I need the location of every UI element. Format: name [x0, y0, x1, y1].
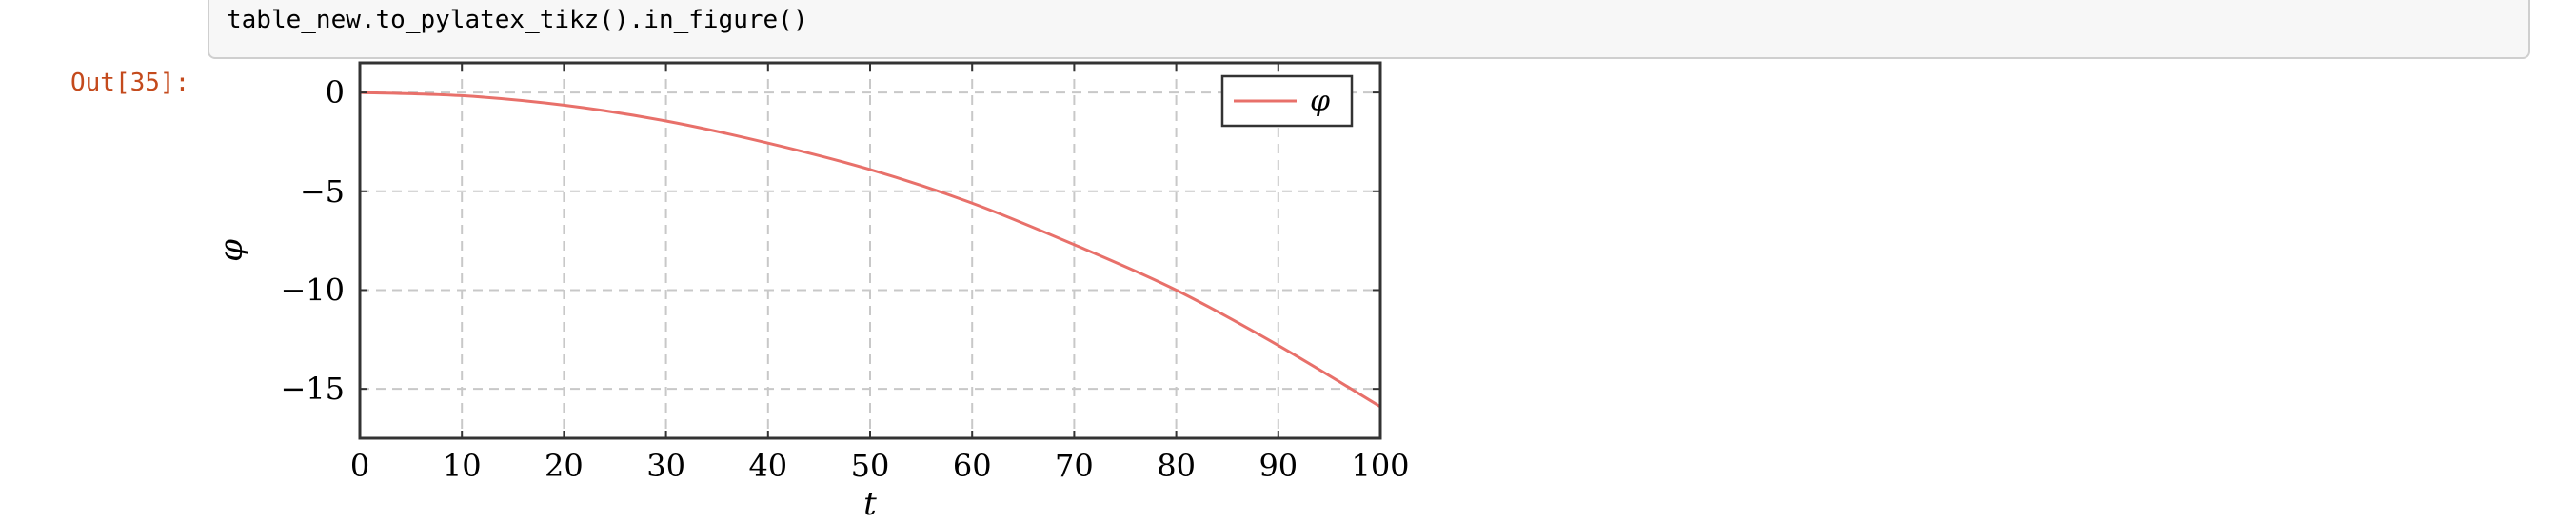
grid-lines: [360, 63, 1380, 438]
x-tick-label: 70: [1055, 448, 1094, 484]
output-prompt: Out[35]:: [70, 69, 190, 97]
x-tick-label: 20: [545, 448, 584, 484]
code-line[interactable]: table_new.to_pylatex_tikz().in_figure(): [227, 6, 808, 34]
x-tick-label: 40: [748, 448, 787, 484]
x-tick-label: 50: [851, 448, 890, 484]
y-tick-label: −10: [280, 272, 345, 308]
series-line-phi: [359, 91, 1381, 409]
legend: φ: [1220, 74, 1354, 128]
x-tick-label: 90: [1258, 448, 1298, 484]
code-cell[interactable]: table_new.to_pylatex_tikz().in_figure(): [208, 0, 2530, 59]
y-tick-label: −15: [280, 371, 345, 407]
legend-label: φ: [1310, 85, 1330, 118]
series-layer: [359, 91, 1381, 409]
x-tick-label: 0: [350, 448, 369, 484]
x-tick-label: 10: [443, 448, 482, 484]
x-axis-label: t: [863, 485, 877, 523]
line-chart: 0 10 20 30 40 50 60 70 80 90 100 0 −5 −10 −15 φ t φ: [212, 61, 1410, 523]
x-tick-label: 80: [1157, 448, 1196, 484]
y-tick-label: −5: [300, 173, 345, 210]
ticks-layer: 0 10 20 30 40 50 60 70 80 90 100 0 −5 −10 −15: [280, 63, 1410, 484]
y-tick-label: 0: [326, 74, 345, 111]
x-tick-label: 100: [1351, 448, 1409, 484]
x-tick-label: 30: [646, 448, 685, 484]
x-tick-label: 60: [953, 448, 992, 484]
y-axis-label: φ: [212, 239, 250, 262]
